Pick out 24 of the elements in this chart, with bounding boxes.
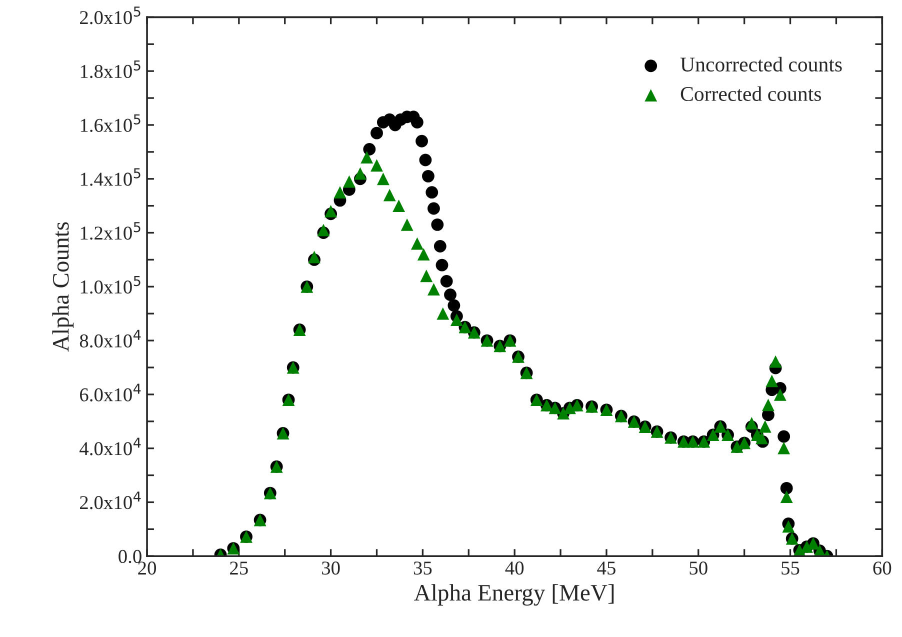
x-tick-label: 40 <box>505 562 524 575</box>
y-tick-label: 1.0x10$^{5}$ <box>80 276 140 294</box>
x-tick-label: 20 <box>138 562 156 575</box>
x-tick-label: 30 <box>322 562 340 575</box>
x-axis-title: Alpha Energy [MeV] <box>414 584 614 606</box>
legend-label: Uncorrected counts <box>680 56 842 72</box>
x-tick-label: 50 <box>690 562 708 575</box>
y-tick-label: 2.0x10$^{5}$ <box>80 6 140 24</box>
x-tick-label: 45 <box>597 562 616 575</box>
y-tick-label: 2.0x10$^{4}$ <box>80 492 141 510</box>
y-tick-label: 8.0x10$^{4}$ <box>80 330 141 348</box>
y-tick-label: 1.8x10$^{5}$ <box>80 60 140 78</box>
y-tick-label: 1.2x10$^{5}$ <box>80 222 140 240</box>
x-tick-label: 25 <box>230 562 248 575</box>
y-tick-label: 1.4x10$^{5}$ <box>80 168 140 186</box>
y-tick-label: 6.0x10$^{4}$ <box>80 384 141 402</box>
x-tick-label: 35 <box>414 562 432 575</box>
y-axis-title: Alpha Counts <box>52 222 74 352</box>
y-tick-label: 0.0 <box>118 550 142 564</box>
y-tick-label: 4.0x10$^{4}$ <box>80 438 141 456</box>
legend-label: Corrected counts <box>680 86 821 102</box>
x-tick-label: 55 <box>782 562 800 575</box>
y-tick-label: 1.6x10$^{5}$ <box>80 114 140 132</box>
x-tick-label: 60 <box>873 562 892 575</box>
